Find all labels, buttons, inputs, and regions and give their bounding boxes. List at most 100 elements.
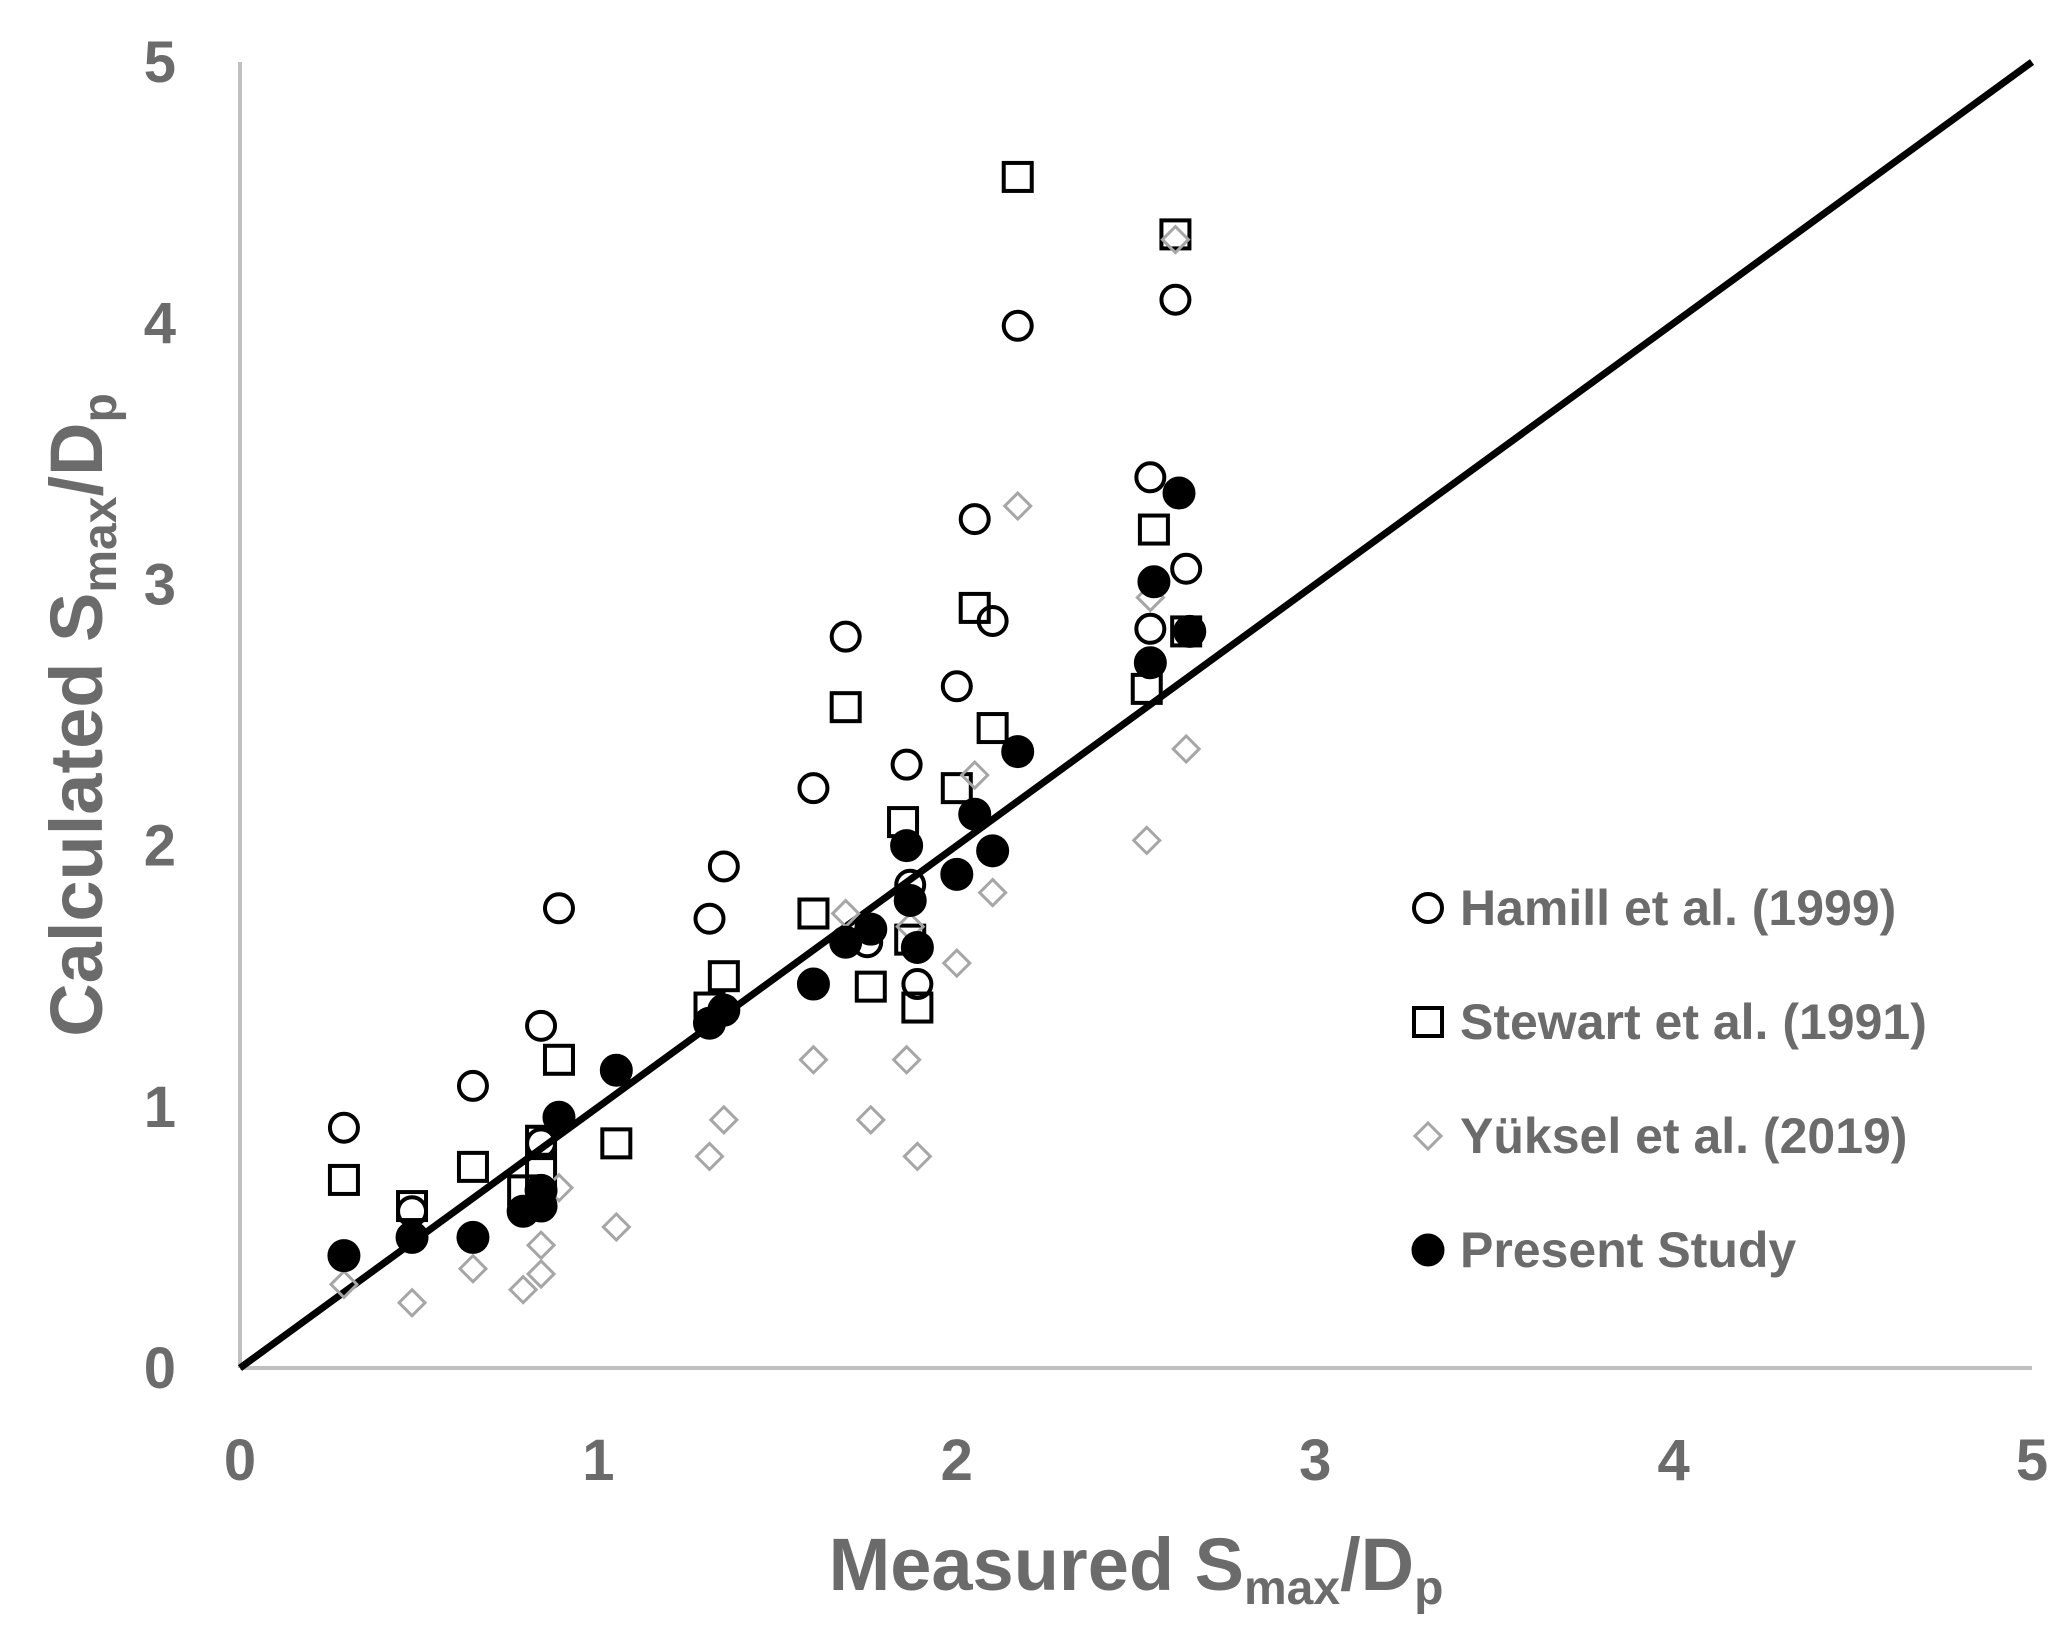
x-axis-title-sub2: p bbox=[1414, 1562, 1443, 1615]
data-point bbox=[601, 1211, 632, 1243]
y-axis-title-main: Calculated S bbox=[35, 593, 118, 1037]
data-point bbox=[327, 1163, 360, 1196]
data-point bbox=[958, 503, 991, 536]
data-point bbox=[798, 1044, 829, 1075]
data-point bbox=[1137, 513, 1170, 546]
data-point bbox=[542, 1100, 576, 1134]
legend-marker bbox=[1412, 1120, 1444, 1152]
data-point bbox=[890, 829, 924, 863]
legend-label: Stewart et al. (1991) bbox=[1460, 994, 1927, 1050]
legend-item: Hamill et al. (1999) bbox=[1412, 880, 1896, 936]
series-present-study bbox=[327, 476, 1207, 1273]
data-point bbox=[707, 993, 741, 1027]
data-point bbox=[327, 1239, 361, 1273]
data-point bbox=[1159, 218, 1192, 251]
data-point bbox=[829, 620, 862, 653]
data-point bbox=[1001, 309, 1034, 342]
data-point bbox=[525, 1230, 557, 1261]
data-point bbox=[901, 968, 934, 1001]
data-point bbox=[890, 748, 923, 781]
data-markers bbox=[327, 160, 1207, 1318]
data-point bbox=[1002, 490, 1033, 522]
legend-item: Yüksel et al. (2019) bbox=[1412, 1108, 1907, 1164]
data-point bbox=[542, 1043, 575, 1076]
y-tick-label: 4 bbox=[144, 291, 176, 356]
x-tick-label: 5 bbox=[2016, 1428, 2048, 1493]
y-tick-label: 3 bbox=[144, 552, 176, 617]
data-point bbox=[694, 1141, 725, 1172]
data-point bbox=[508, 1274, 539, 1305]
data-point bbox=[796, 967, 830, 1001]
y-tick-label: 2 bbox=[144, 814, 176, 879]
legend-marker bbox=[1411, 1233, 1445, 1267]
data-point bbox=[893, 883, 927, 917]
data-point bbox=[1137, 565, 1171, 599]
legend-item: Present Study bbox=[1411, 1222, 1796, 1278]
data-point bbox=[855, 1104, 886, 1135]
data-point bbox=[525, 1009, 558, 1042]
legend: Hamill et al. (1999) Stewart et al. (1991… bbox=[1411, 880, 1927, 1278]
legend-label: Yüksel et al. (2019) bbox=[1460, 1108, 1907, 1164]
data-point bbox=[958, 797, 992, 831]
data-point bbox=[959, 759, 990, 791]
data-point bbox=[327, 1111, 360, 1144]
x-tick-label: 1 bbox=[582, 1428, 614, 1493]
data-point bbox=[940, 857, 974, 891]
data-point bbox=[395, 1220, 429, 1254]
legend-marker bbox=[1412, 892, 1444, 924]
data-point bbox=[901, 991, 934, 1024]
data-point bbox=[1001, 735, 1035, 769]
data-point bbox=[456, 1150, 489, 1183]
data-point bbox=[1171, 733, 1202, 765]
x-axis-title-main: Measured S bbox=[829, 1523, 1244, 1606]
data-point bbox=[525, 1124, 558, 1157]
legend-marker bbox=[1412, 1006, 1444, 1038]
data-point bbox=[1160, 224, 1191, 255]
y-axis-title: Calculated Smax/Dp bbox=[35, 393, 127, 1037]
data-point bbox=[457, 1253, 489, 1284]
data-point bbox=[940, 772, 973, 805]
data-point bbox=[1133, 646, 1167, 680]
data-point bbox=[941, 948, 972, 979]
data-point bbox=[829, 691, 862, 724]
data-point bbox=[693, 902, 726, 935]
x-tick-labels: 0 1 2 3 4 5 bbox=[224, 1428, 2048, 1493]
data-point bbox=[976, 834, 1010, 868]
y-axis-title-sub2: p bbox=[74, 393, 127, 422]
data-point bbox=[600, 1127, 633, 1160]
data-point bbox=[1001, 160, 1034, 193]
data-point bbox=[708, 1104, 739, 1135]
y-axis-title-mid: /D bbox=[35, 423, 118, 497]
y-axis-title-sub: max bbox=[74, 496, 127, 592]
data-point bbox=[456, 1069, 489, 1102]
data-point bbox=[396, 1287, 428, 1318]
x-tick-label: 4 bbox=[1657, 1428, 1689, 1493]
data-point bbox=[854, 970, 887, 1003]
data-point bbox=[902, 1141, 933, 1172]
data-point bbox=[900, 930, 934, 964]
data-point bbox=[940, 670, 973, 703]
data-point bbox=[976, 712, 1009, 745]
data-point bbox=[524, 1173, 558, 1207]
legend-label: Hamill et al. (1999) bbox=[1460, 880, 1896, 936]
data-point bbox=[1134, 612, 1167, 645]
data-point bbox=[456, 1220, 490, 1254]
data-point bbox=[891, 1044, 922, 1075]
data-point bbox=[328, 1269, 360, 1300]
one-to-one-line bbox=[237, 59, 2035, 1371]
y-tick-label: 0 bbox=[144, 1336, 176, 1401]
data-point bbox=[707, 850, 740, 883]
series-hamill-et-al-1999 bbox=[327, 283, 1203, 1228]
x-axis-title: Measured Smax/Dp bbox=[829, 1523, 1444, 1615]
data-point bbox=[525, 1258, 557, 1290]
data-point bbox=[797, 897, 830, 930]
data-point bbox=[1173, 614, 1207, 648]
data-point bbox=[1170, 552, 1203, 585]
x-tick-label: 0 bbox=[224, 1428, 256, 1493]
y-tick-labels: 0 1 2 3 4 5 bbox=[144, 30, 176, 1401]
legend-item: Stewart et al. (1991) bbox=[1412, 994, 1927, 1050]
data-point bbox=[599, 1053, 633, 1087]
data-point bbox=[1134, 461, 1167, 494]
legend-label: Present Study bbox=[1460, 1222, 1796, 1278]
